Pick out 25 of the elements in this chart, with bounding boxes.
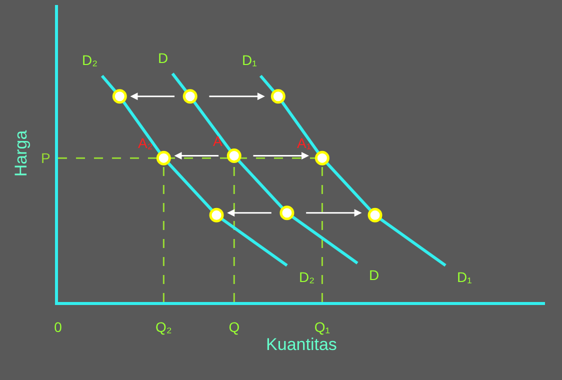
annotation: A₂ — [138, 135, 153, 151]
point — [280, 206, 294, 220]
text: D₁ — [457, 269, 472, 285]
point — [209, 208, 224, 222]
point — [314, 150, 330, 166]
annotation: A — [213, 133, 223, 149]
y-axis-title: Harga — [12, 130, 31, 177]
text: D — [369, 267, 380, 283]
point — [226, 148, 242, 164]
series-label: D₂ — [82, 52, 98, 68]
point — [270, 89, 286, 104]
point — [182, 89, 198, 104]
point — [112, 89, 127, 104]
x-tick-label: Q₂ — [156, 318, 172, 335]
x-axis-title: Kuantitas — [266, 334, 337, 354]
x-tick-label: Q — [228, 318, 240, 335]
annotation: A₁ — [297, 135, 312, 151]
ref-line-label: P — [41, 150, 50, 166]
x-tick-label: Q₁ — [314, 318, 330, 335]
x-tick-label: 0 — [54, 318, 62, 335]
point — [368, 208, 382, 222]
point — [156, 150, 171, 166]
text: D₂ — [299, 269, 315, 285]
series-label: D₁ — [242, 52, 258, 68]
series-label: D — [158, 50, 168, 66]
